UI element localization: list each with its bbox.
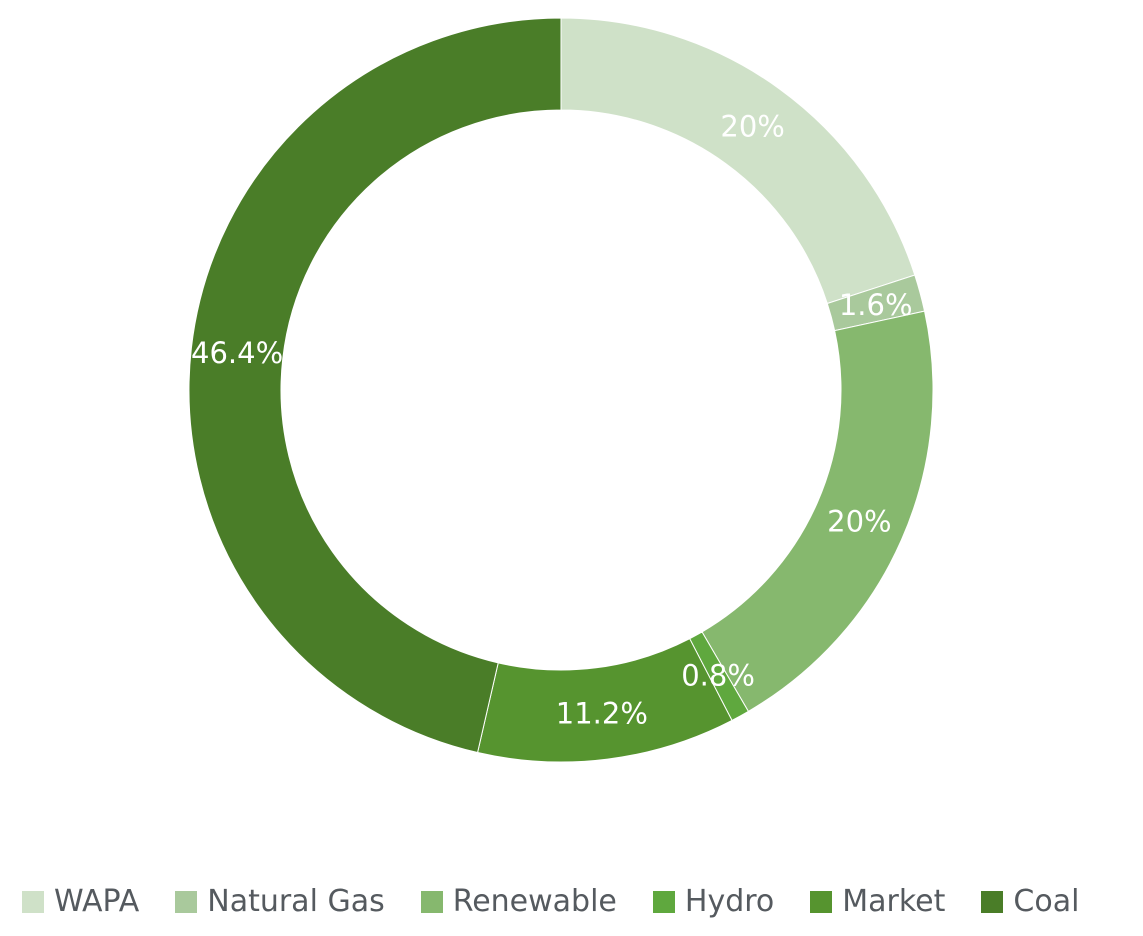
legend-swatch-wapa [22, 891, 44, 913]
data-label-renewable: 20% [827, 504, 891, 538]
legend-swatch-natural-gas [175, 891, 198, 913]
donut-slice-wapa [560, 17, 916, 305]
donut-data-labels: 20% 1.6% 20% 0.8% 11.2% 46.4% [191, 109, 913, 730]
data-label-hydro: 0.8% [681, 659, 755, 693]
data-label-wapa: 20% [720, 109, 784, 143]
legend-item-market: Market [810, 887, 945, 917]
legend-item-coal: Coal [981, 887, 1079, 917]
legend-label-hydro: Hydro [684, 884, 775, 919]
chart-legend: WAPA Natural Gas Renewable Hydro Market … [22, 878, 1079, 926]
legend-label-renewable: Renewable [452, 884, 617, 919]
legend-swatch-coal [981, 891, 1004, 913]
legend-label-natural-gas: Natural Gas [207, 884, 385, 919]
legend-swatch-market [810, 891, 833, 913]
data-label-natural-gas: 1.6% [839, 288, 913, 322]
legend-item-renewable: Renewable [420, 884, 617, 919]
donut-slices [188, 17, 934, 763]
donut-chart-svg: 20% 1.6% 20% 0.8% 11.2% 46.4% [188, 17, 934, 763]
data-label-coal: 46.4% [191, 336, 283, 370]
legend-item-natural-gas: Natural Gas [175, 884, 385, 919]
donut-chart: 20% 1.6% 20% 0.8% 11.2% 46.4% [188, 17, 934, 763]
data-label-market: 11.2% [556, 696, 648, 730]
legend-label-wapa: WAPA [54, 884, 140, 919]
donut-slice-coal [188, 17, 562, 754]
donut-slice-renewable [701, 310, 934, 713]
legend-swatch-renewable [420, 891, 443, 913]
legend-label-coal: Coal [1013, 884, 1080, 919]
legend-swatch-hydro [652, 891, 675, 913]
legend-item-hydro: Hydro [652, 884, 775, 919]
legend-label-market: Market [842, 884, 946, 919]
legend-item-wapa: WAPA [22, 887, 139, 917]
